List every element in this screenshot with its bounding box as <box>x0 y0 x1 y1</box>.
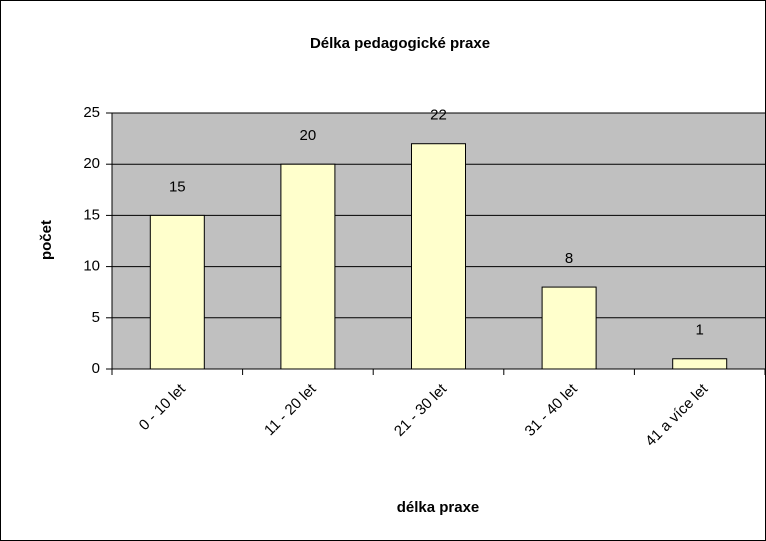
y-tick-label: 15 <box>83 206 100 223</box>
bar <box>541 286 597 370</box>
data-label: 15 <box>169 178 186 195</box>
data-label: 8 <box>565 250 573 267</box>
x-axis-label: délka praxe <box>397 499 480 516</box>
y-tick-label: 10 <box>83 258 100 275</box>
y-tick-label: 0 <box>92 360 100 377</box>
y-tick-label: 25 <box>83 104 100 121</box>
data-label: 1 <box>696 322 704 339</box>
data-label: 20 <box>300 127 317 144</box>
y-tick-label: 20 <box>83 155 100 172</box>
bar <box>672 358 728 370</box>
data-label: 22 <box>430 107 447 124</box>
bar <box>280 163 336 370</box>
y-axis-label: počet <box>38 220 55 260</box>
bar <box>411 143 466 370</box>
y-tick-label: 5 <box>92 309 100 326</box>
bar <box>149 214 205 370</box>
chart-title: Délka pedagogické praxe <box>310 35 490 52</box>
